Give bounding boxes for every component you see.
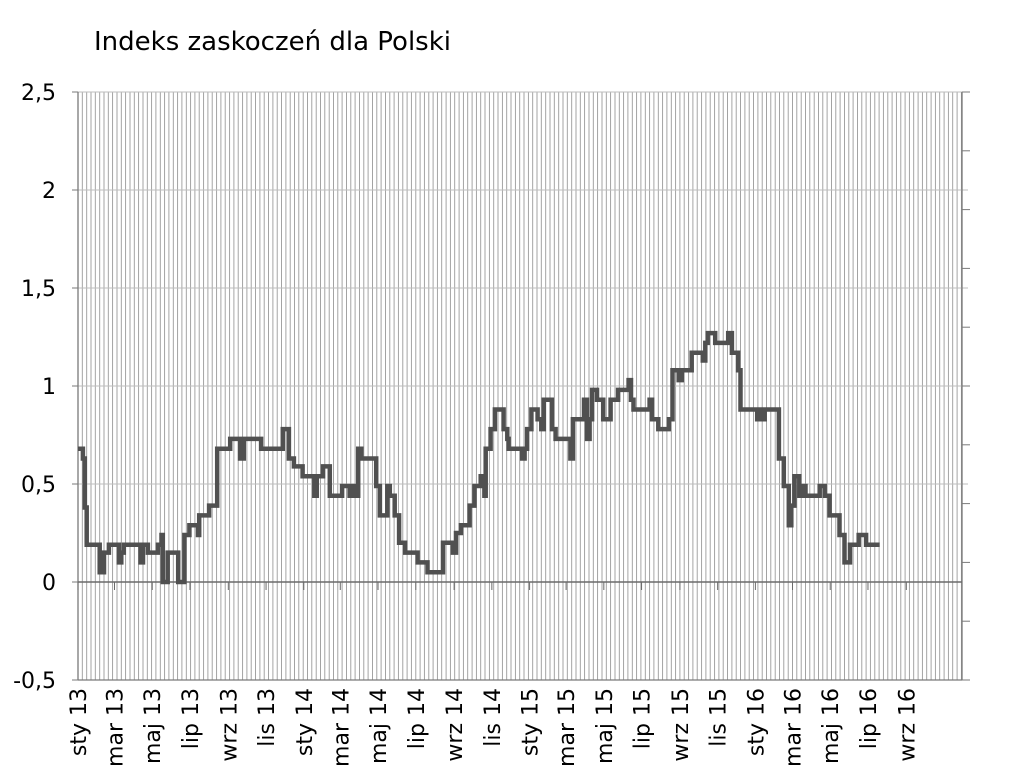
x-tick-label: wrz 13 bbox=[217, 688, 242, 762]
y-tick-label: 1,5 bbox=[21, 277, 56, 302]
y-axis-ticks: 2,5 2 1,5 1 0,5 0 -0,5 bbox=[13, 81, 78, 694]
horizontal-grid bbox=[78, 91, 968, 681]
y-tick-label: -0,5 bbox=[13, 669, 56, 694]
x-tick-label: sty 13 bbox=[67, 688, 92, 756]
series-group bbox=[78, 330, 880, 585]
x-tick-label: mar 16 bbox=[781, 688, 806, 767]
series-line bbox=[78, 330, 880, 585]
x-tick-label: maj 14 bbox=[367, 688, 392, 764]
x-tick-label: wrz 15 bbox=[669, 688, 694, 762]
y-tick-label: 1 bbox=[42, 375, 56, 400]
x-tick-label: lis 15 bbox=[707, 688, 732, 747]
x-tick-label: mar 13 bbox=[103, 688, 128, 767]
y-tick-label: 0 bbox=[42, 571, 56, 596]
x-tick-label: maj 15 bbox=[593, 688, 618, 764]
y-tick-label: 2,5 bbox=[21, 81, 56, 106]
x-tick-label: sty 14 bbox=[293, 688, 318, 756]
y-tick-label: 2 bbox=[42, 179, 56, 204]
x-tick-label: lip 14 bbox=[405, 688, 430, 749]
x-axis-ticks: sty 13 mar 13 maj 13 lip 13 wrz 13 lis 13 sty … bbox=[67, 582, 920, 767]
x-tick-label: lip 13 bbox=[179, 688, 204, 749]
x-tick-label: lis 14 bbox=[481, 688, 506, 747]
x-tick-label: mar 15 bbox=[555, 688, 580, 767]
x-tick-label: wrz 16 bbox=[895, 688, 920, 762]
x-tick-label: mar 14 bbox=[329, 688, 354, 767]
x-tick-label: lip 15 bbox=[631, 688, 656, 749]
x-tick-label: lis 13 bbox=[255, 688, 280, 747]
x-tick-label: sty 16 bbox=[744, 688, 769, 756]
x-tick-label: maj 16 bbox=[819, 688, 844, 764]
chart-title: Indeks zaskoczeń dla Polski bbox=[94, 27, 451, 57]
x-tick-label: maj 13 bbox=[141, 688, 166, 764]
x-tick-label: sty 15 bbox=[519, 688, 544, 756]
x-tick-label: wrz 14 bbox=[443, 688, 468, 762]
y-tick-label: 0,5 bbox=[21, 473, 56, 498]
x-tick-label: lip 16 bbox=[857, 688, 882, 749]
